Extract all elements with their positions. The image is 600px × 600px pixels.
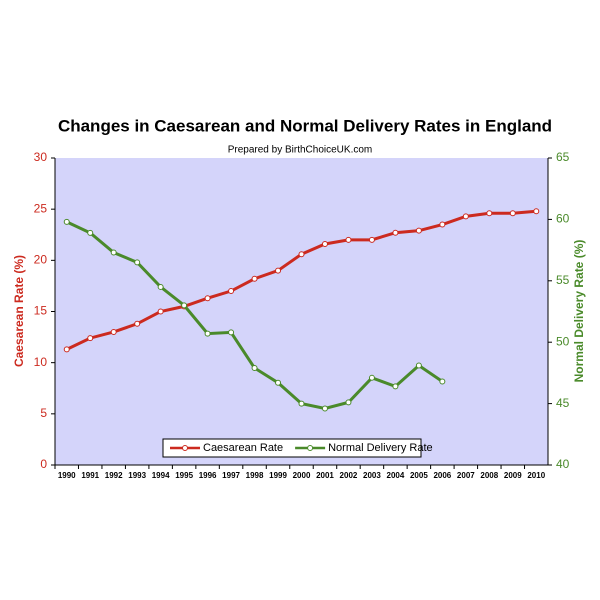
series-marker	[204, 330, 211, 337]
series-marker	[228, 288, 235, 295]
series-marker	[228, 329, 235, 336]
x-tick-label: 1993	[128, 471, 146, 480]
series-marker	[181, 302, 188, 309]
plot-area	[55, 158, 548, 465]
x-tick-label: 1995	[175, 471, 193, 480]
x-tick-label: 2007	[457, 471, 475, 480]
series-marker	[533, 208, 540, 215]
x-tick-label: 1996	[199, 471, 217, 480]
x-tick-label: 1991	[81, 471, 99, 480]
x-tick-label: 2009	[504, 471, 522, 480]
series-marker	[415, 227, 422, 234]
chart-subtitle: Prepared by BirthChoiceUK.com	[228, 145, 373, 156]
series-marker	[486, 210, 493, 217]
series-marker	[439, 221, 446, 228]
series-marker	[63, 346, 70, 353]
y-tick-label: 5	[40, 406, 47, 420]
series-marker	[110, 249, 117, 256]
x-tick-label: 2005	[410, 471, 428, 480]
y-tick-label: 10	[34, 355, 48, 369]
x-tick-label: 2001	[316, 471, 334, 480]
series-marker	[392, 229, 399, 236]
series-marker	[368, 236, 375, 243]
y-tick-label: 30	[34, 150, 48, 164]
x-tick-label: 2002	[340, 471, 358, 480]
series-marker	[204, 295, 211, 302]
series-marker	[321, 405, 328, 412]
y-tick-label: 25	[34, 201, 48, 215]
y2-axis-label: Normal Delivery Rate (%)	[572, 240, 586, 383]
y-tick-label: 15	[34, 304, 48, 318]
series-marker	[251, 275, 258, 282]
series-marker	[439, 378, 446, 385]
y-tick-label: 0	[40, 457, 47, 471]
y2-tick-label: 45	[556, 396, 570, 410]
x-tick-label: 2006	[433, 471, 451, 480]
y2-tick-label: 55	[556, 273, 570, 287]
x-tick-label: 1998	[246, 471, 264, 480]
y2-tick-label: 40	[556, 457, 570, 471]
series-marker	[298, 251, 305, 258]
x-tick-label: 2003	[363, 471, 381, 480]
series-marker	[63, 218, 70, 225]
legend-marker	[182, 445, 188, 451]
series-marker	[298, 400, 305, 407]
y2-tick-label: 60	[556, 212, 570, 226]
x-tick-label: 1997	[222, 471, 240, 480]
series-marker	[368, 374, 375, 381]
series-marker	[321, 240, 328, 247]
series-marker	[345, 399, 352, 406]
series-marker	[392, 383, 399, 390]
y2-tick-label: 65	[556, 150, 570, 164]
x-tick-label: 2010	[527, 471, 545, 480]
series-marker	[415, 362, 422, 369]
legend-label: Caesarean Rate	[203, 442, 283, 454]
x-tick-label: 1990	[58, 471, 76, 480]
series-marker	[462, 213, 469, 220]
x-tick-label: 1992	[105, 471, 123, 480]
y2-tick-label: 50	[556, 334, 570, 348]
legend	[162, 438, 422, 458]
x-tick-label: 2004	[387, 471, 405, 480]
series-marker	[345, 236, 352, 243]
y-tick-label: 20	[34, 253, 48, 267]
x-tick-label: 2008	[480, 471, 498, 480]
series-marker	[87, 335, 94, 342]
x-tick-label: 1999	[269, 471, 287, 480]
series-marker	[275, 379, 282, 386]
x-tick-label: 1994	[152, 471, 170, 480]
y-axis-label: Caesarean Rate (%)	[12, 255, 26, 367]
chart-title: Changes in Caesarean and Normal Delivery…	[58, 116, 552, 135]
series-marker	[275, 267, 282, 274]
series-marker	[87, 229, 94, 236]
series-marker	[157, 308, 164, 315]
series-marker	[134, 320, 141, 327]
x-tick-label: 2000	[293, 471, 311, 480]
series-marker	[509, 210, 516, 217]
series-marker	[110, 328, 117, 335]
legend-marker	[307, 445, 314, 451]
series-marker	[134, 259, 141, 266]
legend-label: Normal Delivery Rate	[328, 442, 433, 454]
series-marker	[251, 364, 258, 371]
series-marker	[157, 283, 164, 290]
